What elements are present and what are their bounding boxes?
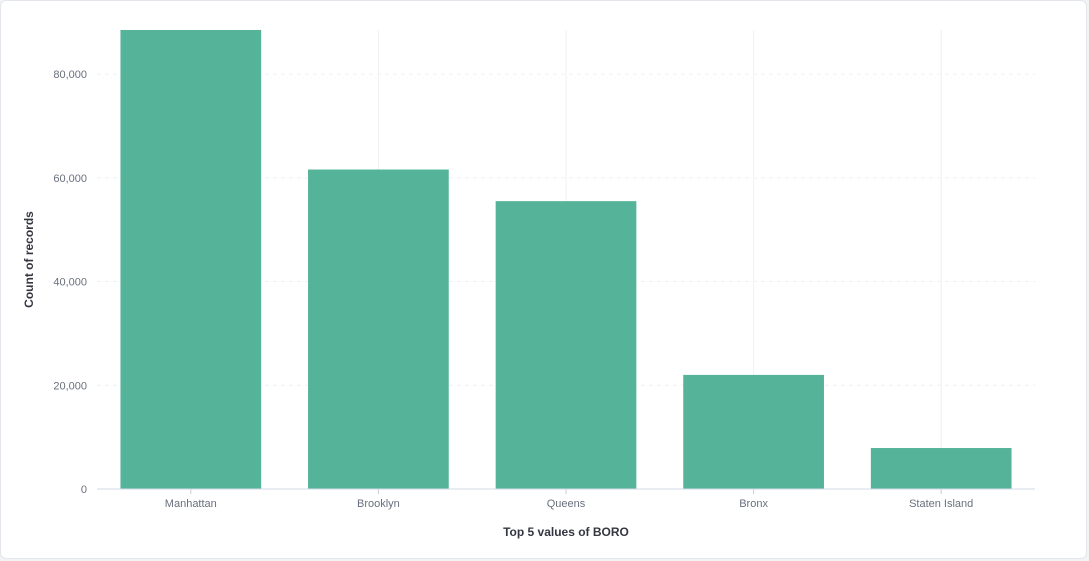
bar-brooklyn[interactable]	[308, 169, 449, 489]
x-axis-ticks: Manhattan Brooklyn Queens Bronx Staten Islan…	[165, 489, 973, 510]
x-tick-label: Brooklyn	[357, 498, 400, 510]
x-axis-title: Top 5 values of BORO	[503, 525, 629, 539]
y-tick-label: 60,000	[53, 173, 87, 185]
y-tick-label: 20,000	[53, 380, 87, 392]
x-tick-label: Bronx	[739, 498, 768, 510]
bar-manhattan[interactable]	[120, 30, 262, 489]
bars	[120, 30, 1012, 490]
y-tick-label: 0	[81, 484, 87, 496]
x-tick-label: Queens	[547, 498, 586, 510]
y-tick-label: 40,000	[53, 277, 87, 289]
y-axis-title: Count of records	[22, 211, 36, 308]
bar-bronx[interactable]	[683, 374, 824, 489]
x-tick-label: Manhattan	[165, 498, 217, 510]
x-tick-label: Staten Island	[909, 498, 973, 510]
bar-staten-island[interactable]	[870, 448, 1012, 489]
bar-queens[interactable]	[495, 201, 637, 490]
y-tick-label: 80,000	[53, 69, 87, 81]
y-axis-ticks: 0 20,000 40,000 60,000 80,000	[53, 69, 87, 496]
